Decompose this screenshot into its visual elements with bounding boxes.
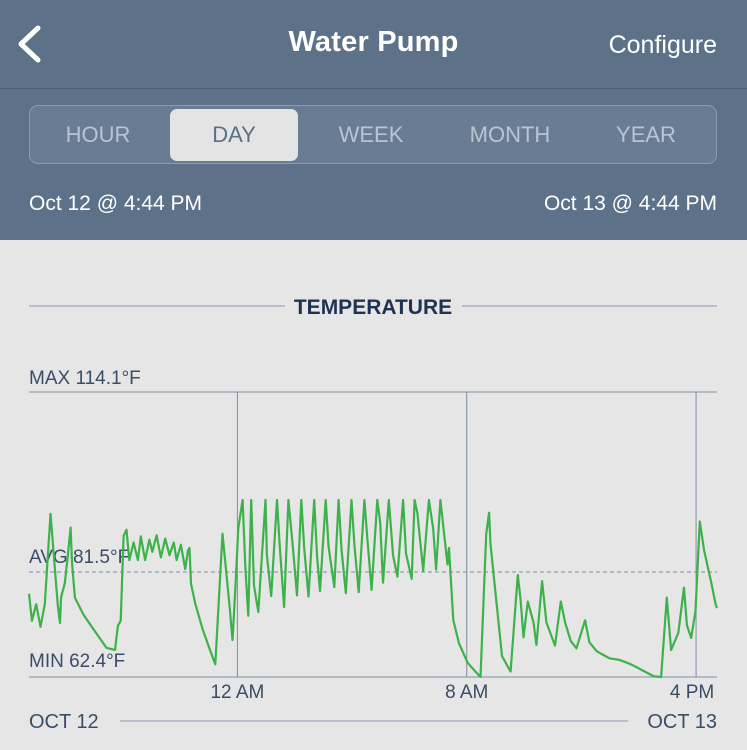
configure-button[interactable]: Configure [608, 31, 717, 59]
date-end-label: OCT 13 [647, 711, 717, 733]
chevron-left-icon [18, 25, 41, 63]
min-label: MIN 62.4°F [29, 651, 125, 672]
temperature-line-above-threshold [29, 500, 717, 677]
x-tick-4pm: 4 PM [670, 682, 714, 703]
x-tick-12am: 12 AM [210, 682, 264, 703]
max-label: MAX 114.1°F [29, 368, 141, 389]
time-range-selector: HOUR DAY WEEK MONTH YEAR [29, 105, 717, 164]
x-tick-8am: 8 AM [445, 682, 488, 703]
back-button[interactable] [8, 20, 52, 68]
page-title: Water Pump [288, 26, 459, 58]
tab-year[interactable]: YEAR [616, 122, 676, 147]
tab-month[interactable]: MONTH [469, 122, 551, 147]
chart-title: TEMPERATURE [294, 296, 452, 319]
range-start-label: Oct 12 @ 4:44 PM [29, 192, 203, 215]
temperature-chart: TEMPERATURE MAX 114.1°F AVG 81.5°F MIN 6… [27, 296, 719, 733]
tab-week[interactable]: WEEK [338, 122, 404, 147]
temperature-line [27, 498, 719, 679]
tab-hour[interactable]: HOUR [65, 122, 131, 147]
tab-day[interactable]: DAY [170, 109, 298, 161]
date-start-label: OCT 12 [29, 711, 99, 733]
header-panel: Water Pump Configure HOUR DAY WEEK MONTH… [0, 0, 747, 240]
nav-bar: Water Pump Configure [0, 0, 747, 89]
avg-label: AVG 81.5°F [29, 547, 129, 568]
range-end-label: Oct 13 @ 4:44 PM [543, 192, 717, 215]
